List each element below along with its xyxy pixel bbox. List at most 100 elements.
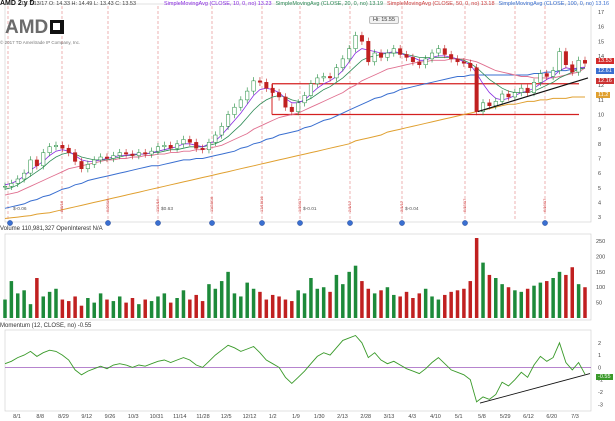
- price-tick-label: 7: [598, 156, 601, 162]
- x-axis-label: 1/30: [314, 414, 325, 420]
- x-axis-label: 1/9: [292, 414, 300, 420]
- momentum-trendline: [479, 373, 591, 404]
- price-candle: [423, 58, 428, 65]
- sma-legend-item: SimpleMovingAvg (CLOSE, 20, 0, no) 13.19: [275, 1, 384, 7]
- price-candle: [321, 76, 326, 79]
- price-candle: [359, 35, 364, 42]
- earnings-marker: [297, 220, 303, 226]
- volume-pane: [4, 233, 592, 321]
- volume-bar: [207, 284, 211, 318]
- x-axis-label: 10/3: [128, 414, 139, 420]
- volume-bar: [92, 302, 96, 318]
- price-candle: [92, 159, 97, 165]
- price-candle: [417, 61, 422, 65]
- momentum-tick-label: 2: [598, 341, 601, 347]
- copyright-text: © 2017 TD Ameritrade IP Company, Inc.: [0, 40, 81, 45]
- x-axis-label: 5/1: [455, 414, 463, 420]
- price-candle: [136, 152, 141, 156]
- volume-bar: [341, 284, 345, 318]
- volume-bar: [570, 267, 575, 318]
- x-axis-label: 5/29: [500, 414, 511, 420]
- volume-bar: [239, 296, 243, 318]
- momentum-pane: [4, 329, 592, 412]
- price-candle: [232, 106, 237, 115]
- price-candle: [474, 67, 479, 112]
- price-candle: [398, 48, 403, 55]
- price-candle: [28, 159, 33, 174]
- volume-label: Volume 110,981,327 OpenInterest N/A: [0, 226, 103, 232]
- momentum-tick-label: 1: [598, 353, 601, 359]
- price-candle: [245, 90, 250, 101]
- price-candle: [143, 152, 148, 155]
- price-candle: [85, 164, 90, 169]
- volume-bar: [35, 278, 39, 318]
- volume-bar: [443, 294, 447, 318]
- volume-bar: [551, 278, 555, 318]
- volume-bar: [545, 281, 549, 318]
- volume-bar: [449, 291, 453, 318]
- volume-bar: [302, 293, 307, 318]
- price-candle: [404, 54, 409, 58]
- sma-legend: SimpleMovingAvg (CLOSE, 10, 0, no) 13.23…: [164, 1, 613, 7]
- price-candle: [315, 77, 320, 85]
- volume-bar: [398, 296, 402, 318]
- x-axis-label: 11/28: [196, 414, 209, 420]
- volume-bar: [506, 287, 511, 318]
- price-candle: [296, 102, 301, 112]
- price-candle: [372, 52, 377, 63]
- momentum-tick-label: -2: [598, 390, 603, 396]
- price-candle: [525, 87, 530, 93]
- earnings-marker: [462, 220, 468, 226]
- volume-bar: [105, 299, 109, 318]
- price-candle: [168, 145, 173, 149]
- volume-bar: [137, 304, 141, 318]
- price-candle: [219, 126, 224, 136]
- price-candle: [47, 146, 52, 153]
- price-badge: 12.16: [596, 78, 614, 84]
- price-candle: [79, 161, 84, 169]
- volume-bar: [494, 278, 498, 318]
- price-badge: 11.2: [596, 92, 611, 98]
- event-date-label: 6/16/17: [542, 198, 547, 212]
- price-candle: [15, 178, 20, 184]
- event-date-label: 5/15/17: [462, 198, 467, 212]
- volume-bar: [315, 288, 320, 318]
- price-candle: [347, 48, 352, 60]
- price-candle: [200, 147, 205, 150]
- price-candle: [544, 73, 549, 77]
- price-candle: [277, 92, 282, 98]
- volume-bar: [564, 274, 568, 318]
- price-candle: [563, 51, 568, 65]
- price-candle: [22, 172, 27, 180]
- dividend-label: $-0.06: [13, 206, 27, 212]
- volume-bar: [525, 288, 530, 318]
- volume-bar: [500, 284, 504, 318]
- price-tick-label: 4: [598, 200, 601, 206]
- volume-bar: [372, 293, 377, 318]
- price-candle: [538, 73, 543, 83]
- price-candle: [206, 142, 211, 150]
- price-tick-label: 12: [598, 83, 604, 89]
- price-tick-label: 9: [598, 127, 601, 133]
- event-date-label: 1/19/17: [297, 198, 302, 212]
- volume-bar: [47, 291, 52, 318]
- price-candle: [289, 106, 294, 112]
- volume-bar: [3, 299, 7, 318]
- price-candle: [175, 143, 180, 149]
- volume-bar: [468, 281, 473, 318]
- volume-bar: [264, 299, 269, 318]
- x-axis-label: 10/31: [150, 414, 164, 420]
- earnings-marker: [209, 220, 215, 226]
- momentum-tick-label: 0: [598, 365, 601, 371]
- momentum-tick-label: -3: [598, 402, 603, 408]
- volume-bar: [487, 274, 492, 318]
- volume-tick-label: 150: [596, 270, 605, 276]
- price-candle: [506, 93, 511, 98]
- dividend-label: $-0.01: [303, 206, 317, 212]
- price-candle: [155, 146, 160, 152]
- event-date-label: 2/1/17: [347, 200, 352, 212]
- x-axis-label: 4/10: [430, 414, 441, 420]
- price-tick-label: 10: [598, 113, 604, 119]
- volume-bar: [194, 294, 198, 318]
